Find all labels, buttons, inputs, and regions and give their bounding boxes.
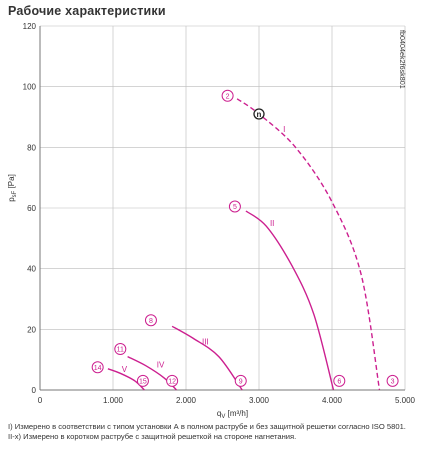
marker-label: 6 [337, 379, 341, 386]
grid [39, 25, 406, 391]
series-line-ii [245, 210, 335, 391]
marker-label: 5 [233, 204, 237, 211]
marker-circle [221, 89, 234, 102]
marker-label: 3 [391, 379, 395, 386]
y-tick-label: 120 [23, 22, 37, 31]
y-tick-label: 60 [27, 204, 36, 213]
series-line-iii [171, 325, 243, 391]
operating-point-label: n [257, 110, 262, 119]
marker-circle [144, 314, 157, 327]
series-label-iv: IV [157, 360, 165, 369]
x-tick-label: 4.000 [322, 396, 343, 405]
figure-code: fb0404ek2f6sk801 [398, 30, 407, 89]
marker-circle [228, 200, 241, 213]
marker-label: 14 [94, 365, 102, 372]
series-label-v: V [122, 365, 128, 374]
y-tick-label: 80 [27, 143, 36, 152]
series-label-i: I [283, 125, 285, 134]
x-tick-label: 1.000 [103, 396, 124, 405]
y-tick-label: 20 [27, 325, 36, 334]
chart-title: Рабочие характеристики [8, 4, 166, 18]
point-markers: 2 5 8 11 14 15 12 9 6 3 n [91, 89, 399, 387]
y-tick-label: 0 [32, 386, 37, 395]
marker-label: 9 [239, 379, 243, 386]
marker-circle [166, 374, 179, 387]
x-tick-label: 0 [38, 396, 43, 405]
axes: 0 1.000 2.000 3.000 4.000 5.000 0 20 40 60 80 100 12… [7, 22, 416, 420]
marker-label: 8 [149, 318, 153, 325]
footnote-2: II-x) Измерено в коротком раструбе с защ… [8, 432, 297, 442]
marker-circle [234, 374, 247, 387]
y-tick-label: 100 [23, 83, 37, 92]
footnote-1: I) Измерено в соответствии с типом устан… [8, 422, 406, 431]
marker-label: 11 [117, 347, 124, 354]
series-label-iii: III [202, 338, 209, 347]
series-lines [107, 98, 381, 391]
marker-label: 12 [168, 379, 176, 386]
marker-label: 15 [139, 379, 147, 386]
marker-label: 2 [226, 93, 230, 100]
marker-circle [91, 361, 104, 374]
x-axis-label: qV [m³/h] [217, 409, 248, 420]
series-label-ii: II [270, 219, 274, 228]
y-axis-label: psF [Pa] [7, 174, 18, 202]
marker-circle [114, 343, 127, 356]
series-line-i [236, 98, 381, 391]
operating-point-circle [253, 108, 265, 120]
x-tick-label: 2.000 [176, 396, 197, 405]
marker-circle [333, 374, 346, 387]
y-tick-label: 40 [27, 265, 36, 274]
x-tick-label: 3.000 [249, 396, 270, 405]
x-tick-label: 5.000 [395, 396, 416, 405]
marker-circle [136, 374, 149, 387]
marker-circle [386, 374, 399, 387]
footnotes: I) Измерено в соответствии с типом устан… [8, 422, 418, 442]
